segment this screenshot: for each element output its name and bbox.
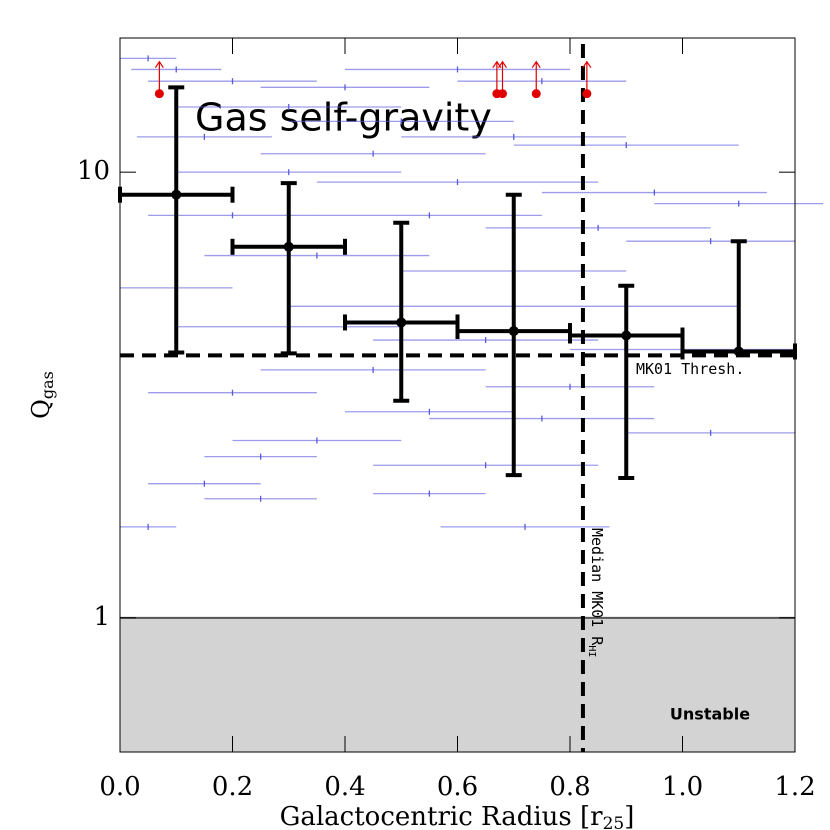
- median-label-sub: HI: [586, 645, 597, 657]
- bin-point: [733, 346, 744, 357]
- threshold-label: MK01 Thresh.: [636, 360, 744, 378]
- limit-point: [498, 89, 507, 99]
- unstable-label: Unstable: [670, 705, 750, 724]
- x-axis-label: Galactocentric Radius [r25]: [280, 802, 635, 830]
- y-label-sub: gas: [38, 371, 57, 399]
- x-tick-label: 1.0: [662, 772, 703, 802]
- bin-point: [621, 330, 632, 341]
- x-label-sub: 25: [603, 814, 625, 830]
- bin-point: [508, 326, 519, 337]
- bin-point: [171, 189, 182, 200]
- x-tick-label: 0.4: [324, 772, 365, 802]
- x-tick-label: 0.2: [212, 772, 253, 802]
- limit-arrowhead: [531, 60, 541, 69]
- limit-arrowhead: [498, 60, 507, 69]
- x-tick-label: 0.0: [99, 772, 140, 802]
- limit-point: [582, 89, 592, 99]
- median-label: Median MK01 RHI: [586, 528, 607, 657]
- limit-arrowhead: [154, 60, 164, 69]
- chart-title: Gas self-gravity: [195, 96, 492, 140]
- y-tick-label: 10: [77, 156, 110, 186]
- y-label-main: Q: [27, 399, 55, 419]
- x-label-end: ]: [624, 802, 634, 830]
- x-label-main: Galactocentric Radius [r: [280, 802, 604, 830]
- limit-point: [531, 89, 541, 99]
- x-tick-label: 1.2: [774, 772, 815, 802]
- median-label-main: Median MK01 R: [588, 528, 606, 646]
- bin-point: [283, 241, 294, 252]
- unstable-region: [120, 617, 795, 752]
- y-tick-label: 1: [93, 602, 110, 632]
- y-axis-label: Qgas: [27, 371, 57, 419]
- limit-point: [154, 89, 164, 99]
- x-tick-label: 0.6: [437, 772, 478, 802]
- limit-arrowhead: [582, 60, 592, 69]
- bin-point: [396, 317, 407, 328]
- x-tick-label: 0.8: [549, 772, 590, 802]
